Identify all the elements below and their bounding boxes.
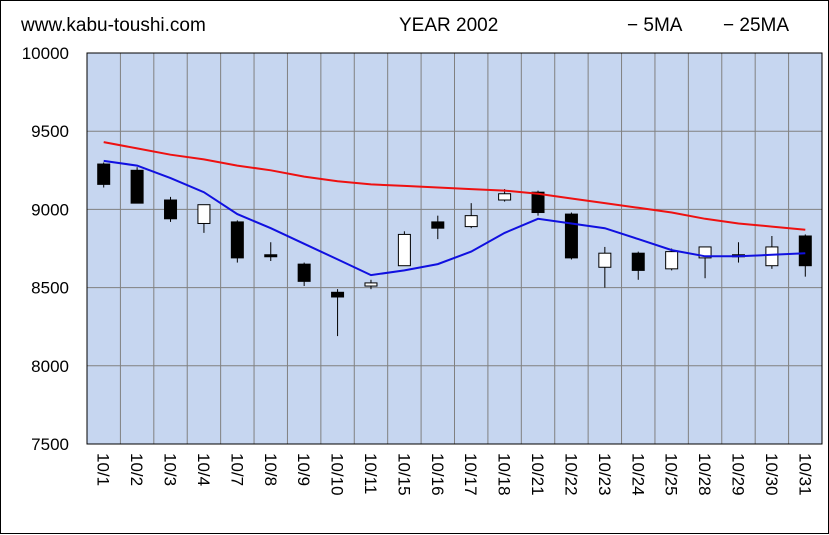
x-tick-label: 10/28 [695,453,714,496]
x-tick-label: 10/17 [461,453,480,496]
plot-border [86,52,823,445]
candle [631,251,645,280]
x-tick-label: 10/16 [428,453,447,496]
candle-body-down [264,254,278,258]
legend-5ma: − 5MA [627,15,683,36]
candle-body-down [531,191,545,214]
candle-body-down [130,169,144,204]
candle [297,262,311,287]
x-tick-label: 10/18 [495,453,514,496]
x-tick-label: 10/8 [261,453,280,486]
candle [665,248,679,271]
candle [798,234,812,277]
candle-body-up [698,246,712,259]
candle-body-down [431,221,445,229]
candle-body-down [97,163,111,185]
candle-body-up [498,193,512,201]
candle-body-up [197,204,211,224]
candle-body-down [631,252,645,271]
x-tick-label: 10/22 [561,453,580,496]
candle-body-up [665,251,679,270]
ma25-line [103,141,806,231]
candle [364,279,378,290]
x-tick-label: 10/1 [94,453,113,486]
candle [431,215,445,240]
candle-body-up [464,215,478,228]
x-tick-label: 10/10 [328,453,347,496]
candle-body-down [331,291,345,298]
candle [164,196,178,222]
candle-body-down [164,199,178,220]
y-tick-label: 7500 [31,435,69,454]
candle-body-down [564,213,578,259]
candle [765,235,779,269]
candle-body-up [765,246,779,267]
candle [264,242,278,262]
candle [230,220,244,263]
x-tick-label: 10/11 [361,453,380,494]
legend-25ma: − 25MA [723,15,790,36]
y-tick-label: 9000 [31,200,69,219]
candle [564,212,578,260]
candle [464,203,478,229]
x-tick-label: 10/25 [662,453,681,496]
x-tick-label: 10/30 [762,453,781,496]
site-name: www.kabu-toushi.com [21,15,206,36]
candle-body-down [230,221,244,259]
candle [130,167,144,204]
candle [197,204,211,233]
x-tick-label: 10/15 [394,453,413,496]
candle [598,246,612,288]
candle-body-up [364,282,378,287]
x-tick-label: 10/31 [795,453,814,496]
x-tick-label: 10/2 [127,453,146,486]
x-tick-label: 10/23 [595,453,614,496]
x-tick-label: 10/29 [728,453,747,496]
y-tick-label: 8000 [31,357,69,376]
candle-body-up [598,252,612,268]
chart-title: YEAR 2002 [399,15,499,36]
y-tick-label: 8500 [31,279,69,298]
x-tick-label: 10/21 [528,453,547,496]
x-tick-label: 10/3 [161,453,180,486]
x-tick-label: 10/24 [628,453,647,496]
y-tick-label: 10000 [22,44,69,63]
x-tick-label: 10/4 [194,453,213,486]
x-tick-label: 10/7 [227,453,246,486]
candle [331,289,345,337]
ma5-line [103,159,806,277]
y-tick-label: 9500 [31,122,69,141]
x-tick-label: 10/9 [294,453,313,486]
candle-body-down [798,235,812,267]
candle [698,246,712,279]
candle-body-up [397,233,411,267]
candle-body-down [297,263,311,282]
candle [97,162,111,188]
candle [397,231,411,267]
